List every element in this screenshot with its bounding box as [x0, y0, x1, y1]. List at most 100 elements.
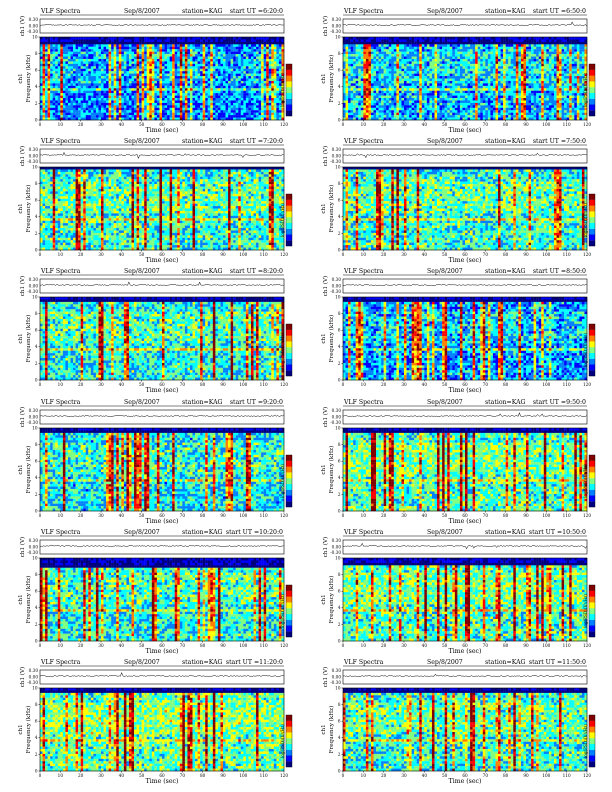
spectrogram-cell: [386, 85, 389, 89]
spectrogram-cell: [365, 93, 369, 96]
spectrogram-cell: [136, 39, 140, 43]
spectrogram-cell: [434, 88, 438, 91]
spectrogram-cell: [118, 39, 122, 43]
spectrogram-cell: [266, 110, 269, 113]
spectrogram-cell: [136, 93, 140, 96]
spectrogram-cell: [144, 63, 147, 67]
spectrogram-cell: [345, 56, 349, 60]
spectrogram-cell: [200, 37, 203, 40]
spectrogram-cell: [106, 80, 109, 84]
spectrogram-cell: [121, 61, 125, 64]
spectrogram-cell: [454, 105, 458, 108]
spectrogram-cell: [93, 107, 97, 111]
spectrogram-cell: [217, 56, 221, 60]
spectrogram-cell: [388, 44, 392, 47]
spectrogram-panel: VLF Spectra Sep/8/2007 station=KAG start UT…: [0, 4, 293, 134]
spectrogram-cell: [151, 61, 155, 64]
spectrogram-cell: [281, 102, 285, 106]
spectrogram-cell: [75, 68, 79, 72]
spectrogram-cell: [457, 88, 461, 91]
spectrogram-cell: [134, 78, 137, 82]
spectrogram-cell: [164, 107, 168, 111]
spectrogram-cell: [57, 51, 61, 55]
spectrogram-cell: [131, 76, 135, 79]
spectrogram-cell: [376, 44, 379, 47]
spectrogram-cell: [370, 85, 374, 89]
spectrogram-cell: [67, 37, 71, 40]
spectrogram-cell: [141, 107, 145, 111]
spectrogram-cell: [88, 95, 91, 99]
spectrogram-cell: [223, 115, 226, 118]
spectrogram-cell: [253, 98, 257, 101]
spectrogram-cell: [404, 44, 407, 47]
spectrogram-cell: [462, 83, 466, 86]
spectrogram-cell: [200, 61, 203, 64]
spectrogram-cell: [414, 117, 417, 121]
spectrogram-cell: [156, 56, 160, 60]
spectrogram-cell: [113, 105, 117, 108]
spectrogram-cell: [146, 71, 150, 74]
spectrogram-cell: [396, 61, 400, 64]
spectrogram-cell: [156, 105, 160, 108]
spectrogram-cell: [278, 112, 282, 116]
spectrogram-cell: [149, 98, 152, 101]
spectrogram-cell: [459, 56, 463, 60]
spectrogram-cell: [462, 98, 466, 101]
spectrogram-cell: [253, 76, 257, 79]
spectrogram-cell: [245, 117, 249, 121]
spectrogram-cell: [360, 102, 364, 106]
spectrogram-cell: [370, 58, 374, 62]
spectrogram-cell: [434, 49, 438, 52]
spectrogram-cell: [172, 51, 175, 55]
spectrogram-cell: [162, 66, 165, 69]
spectrogram-cell: [355, 93, 359, 96]
spectrogram-cell: [169, 73, 173, 77]
spectrogram-cell: [368, 58, 372, 62]
spectrogram-cell: [95, 37, 99, 40]
spectrogram-cell: [154, 63, 158, 67]
spectrogram-cell: [121, 95, 125, 99]
spectrogram-cell: [388, 46, 392, 50]
spectrogram-cell: [164, 41, 168, 45]
spectrogram-cell: [421, 100, 425, 104]
spectrogram-cell: [376, 110, 379, 113]
spectrogram-cell: [233, 88, 236, 91]
spectrogram-cell: [398, 98, 402, 101]
panel-title: VLF Spectra: [40, 8, 81, 15]
spectrogram-cell: [57, 58, 61, 62]
spectrogram-cell: [452, 95, 455, 99]
spectrogram-cell: [121, 39, 125, 43]
spectrogram-cell: [118, 107, 122, 111]
spectrogram-cell: [278, 78, 282, 82]
spectrogram-cell: [348, 71, 351, 74]
spectrogram-cell: [88, 117, 91, 121]
spectrogram-cell: [149, 41, 152, 45]
spectrogram-cell: [391, 102, 394, 106]
spectrogram-cell: [131, 63, 135, 67]
spectrogram-cell: [118, 102, 122, 106]
spectrogram-cell: [398, 58, 402, 62]
spectrogram-cell: [67, 88, 71, 91]
spectrogram-cell: [111, 49, 114, 52]
spectrogram-cell: [141, 61, 145, 64]
spectrogram-cell: [431, 68, 435, 72]
spectrogram-cell: [93, 83, 97, 86]
spectrogram-cell: [225, 51, 229, 55]
spectrogram-cell: [195, 80, 198, 84]
spectrogram-cell: [447, 112, 450, 116]
spectrogram-cell: [192, 117, 196, 121]
spectrogram-cell: [103, 44, 107, 47]
spectrogram-cell: [434, 44, 438, 47]
spectrogram-cell: [187, 90, 191, 94]
spectrogram-cell: [47, 58, 51, 62]
spectrogram-cell: [40, 80, 43, 84]
spectrogram-cell: [376, 88, 379, 91]
spectrogram-cell: [60, 44, 64, 47]
spectrogram-cell: [151, 93, 155, 96]
spectrogram-cell: [70, 49, 74, 52]
spectrogram-cell: [416, 110, 420, 113]
spectrogram-cell: [217, 39, 221, 43]
spectrogram-cell: [131, 37, 135, 40]
spectrogram-cell: [386, 63, 389, 67]
colorbar-swatch: [286, 104, 292, 111]
